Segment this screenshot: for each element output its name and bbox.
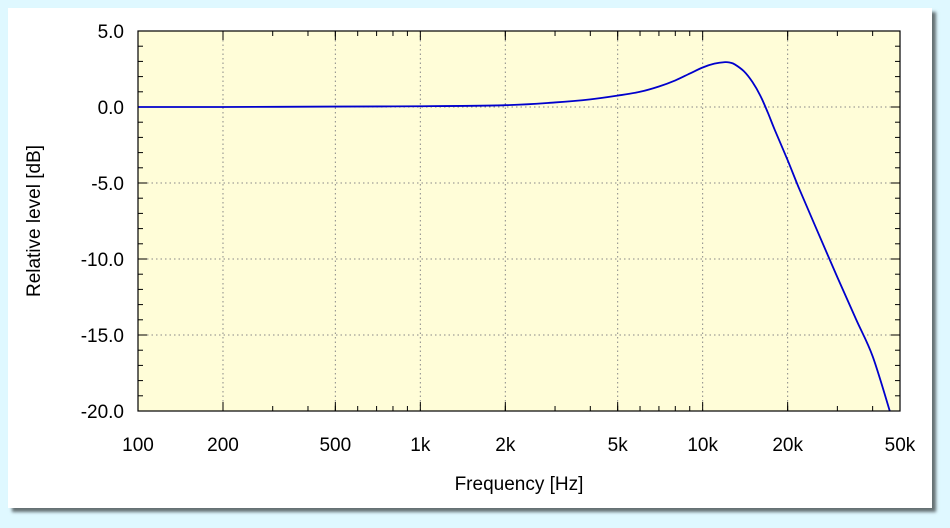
x-axis-title: Frequency [Hz] (455, 474, 584, 495)
x-tick-label: 500 (319, 435, 351, 456)
x-tick-label: 20k (772, 435, 803, 456)
y-tick-label: 5.0 (98, 22, 124, 43)
y-tick-label: -5.0 (91, 174, 124, 195)
frequency-response-chart: 100 200 500 1k 2k 5k 10k 20k 50k 5.0 0.0 -5.0 -10.0… (24, 22, 916, 495)
y-tick-labels: 5.0 0.0 -5.0 -10.0 -15.0 -20.0 (81, 22, 124, 423)
x-tick-labels: 100 200 500 1k 2k 5k 10k 20k 50k (122, 435, 916, 456)
x-tick-label: 5k (608, 435, 629, 456)
plot-border (137, 30, 901, 412)
y-tick-label: -15.0 (81, 326, 124, 347)
y-axis-title: Relative level [dB] (24, 145, 45, 297)
y-tick-label: -10.0 (81, 250, 124, 271)
x-tick-label: 100 (122, 435, 154, 456)
chart-panel: 100 200 500 1k 2k 5k 10k 20k 50k 5.0 0.0 -5.0 -10.0… (8, 8, 932, 508)
x-tick-label: 200 (207, 435, 239, 456)
series-line (137, 61, 891, 412)
y-tick-label: -20.0 (81, 402, 124, 423)
plot-area (138, 31, 900, 411)
x-tick-label: 50k (885, 435, 916, 456)
x-tick-label: 1k (410, 435, 431, 456)
x-tick-label: 2k (495, 435, 516, 456)
grid-lines (138, 31, 900, 411)
x-tick-label: 10k (687, 435, 718, 456)
y-tick-label: 0.0 (98, 98, 124, 119)
